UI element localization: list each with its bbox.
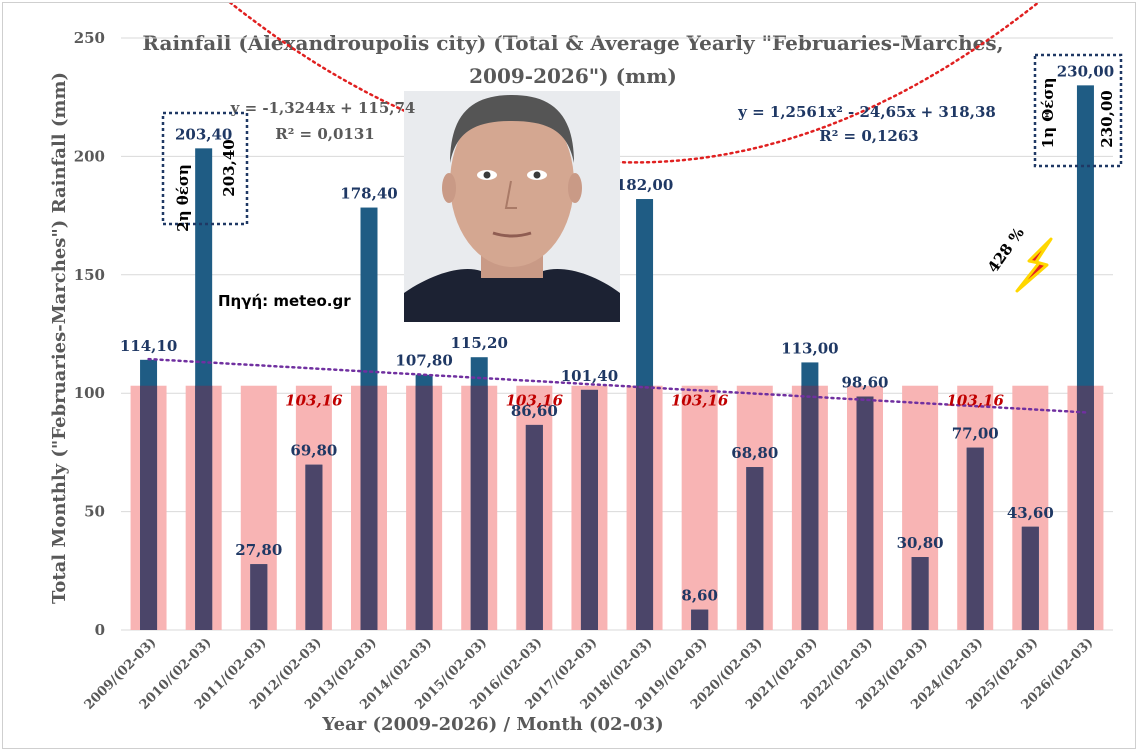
data-label: 203,40 <box>175 125 232 143</box>
value-bar-overlap <box>525 424 543 630</box>
data-label: 113,00 <box>781 339 838 357</box>
y-tick-label: 200 <box>74 147 105 165</box>
x-axis-title: Year (2009-2026) / Month (02-03) <box>321 714 663 735</box>
second-place-rank: 2η θέση <box>174 164 192 232</box>
average-label: 103,16 <box>285 392 343 410</box>
linear-trendline <box>147 357 1087 414</box>
linear-trend-r2: R² = 0,0131 <box>275 125 374 143</box>
data-label: 114,10 <box>120 337 177 355</box>
value-bar-overlap <box>305 464 323 630</box>
overlap-bars <box>140 385 1094 630</box>
data-label: 69,80 <box>290 442 337 460</box>
chart-title-line2: 2009-2026") (mm) <box>469 64 677 88</box>
data-label: 43,60 <box>1007 504 1054 522</box>
average-label: 103,16 <box>947 392 1005 410</box>
poly-trend-equation: y = 1,2561x² - 24,65x + 318,38 <box>737 103 996 121</box>
data-label: 30,80 <box>897 534 944 552</box>
value-bar-overlap <box>856 396 874 630</box>
value-bar-overlap <box>360 385 378 630</box>
value-bar-overlap <box>911 557 929 630</box>
data-label: 178,40 <box>340 185 397 203</box>
y-tick-label: 250 <box>74 29 105 47</box>
first-place-value: 230,00 <box>1098 90 1116 147</box>
data-label: 98,60 <box>842 374 889 392</box>
portrait-photo <box>404 91 620 322</box>
value-bar-overlap <box>470 385 488 630</box>
value-bar-overlap <box>415 385 433 630</box>
data-label: 77,00 <box>952 425 999 443</box>
poly-trend-r2: R² = 0,1263 <box>819 127 918 145</box>
data-label: 230,00 <box>1057 62 1114 80</box>
data-label: 107,80 <box>395 352 452 370</box>
value-bar-overlap <box>746 467 764 630</box>
value-bar-overlap <box>691 609 709 630</box>
average-bar <box>681 385 718 630</box>
data-label: 27,80 <box>235 541 282 559</box>
average-bars <box>130 385 1104 630</box>
average-label: 103,16 <box>671 392 729 410</box>
value-bar-overlap <box>1021 526 1039 630</box>
value-bar-overlap <box>1076 385 1094 630</box>
average-labels: 103,16 103,16 103,16 103,16 <box>285 392 1004 410</box>
data-label: 68,80 <box>731 444 778 462</box>
value-bar-overlap <box>966 447 984 630</box>
value-bar-overlap <box>195 385 213 630</box>
value-bar-overlap <box>636 385 654 630</box>
x-axis-ticks: 2009/(02-03)2010/(02-03)2011/(02-03)2012… <box>82 635 1097 713</box>
y-axis-title: Total Monthly ("Februaries-Marches") Rai… <box>49 72 70 604</box>
data-label: 86,60 <box>511 402 558 420</box>
second-place-box: 2η θέση 203,40 <box>161 111 249 232</box>
data-label: 101,40 <box>561 367 618 385</box>
value-bar-overlap <box>140 385 158 630</box>
source-label: Πηγή: meteo.gr <box>218 292 351 310</box>
first-place-rank: 1η Θέση <box>1039 78 1057 149</box>
y-axis-ticks: 0 50 100 150 200 250 <box>74 29 105 639</box>
first-place-box: 1η Θέση 230,00 <box>1033 53 1123 168</box>
percent-annotation: 428 % <box>984 224 1028 276</box>
y-tick-label: 0 <box>95 621 105 639</box>
value-bar-overlap <box>580 389 598 630</box>
y-tick-label: 50 <box>84 503 105 521</box>
linear-trend-equation: y = -1,3244x + 115,74 <box>230 99 416 117</box>
y-tick-label: 100 <box>74 384 105 402</box>
second-place-value: 203,40 <box>220 139 238 196</box>
value-bar-overlap <box>801 385 819 630</box>
value-bar-overlap <box>250 564 268 630</box>
data-labels: 114,10 203,40 27,80 69,80 178,40 107,80115,20… <box>120 62 1114 604</box>
y-tick-label: 150 <box>74 266 105 284</box>
lightning-bolt-icon <box>1015 237 1053 293</box>
data-label: 182,00 <box>616 176 673 194</box>
chart-title-line1: Rainfall (Alexandroupolis city) (Total &… <box>142 31 1003 55</box>
average-label: 103,16 <box>506 392 564 410</box>
data-label: 8,60 <box>681 587 718 605</box>
rainfall-chart: Rainfall (Alexandroupolis city) (Total &… <box>49 3 1123 735</box>
data-label: 115,20 <box>451 334 508 352</box>
